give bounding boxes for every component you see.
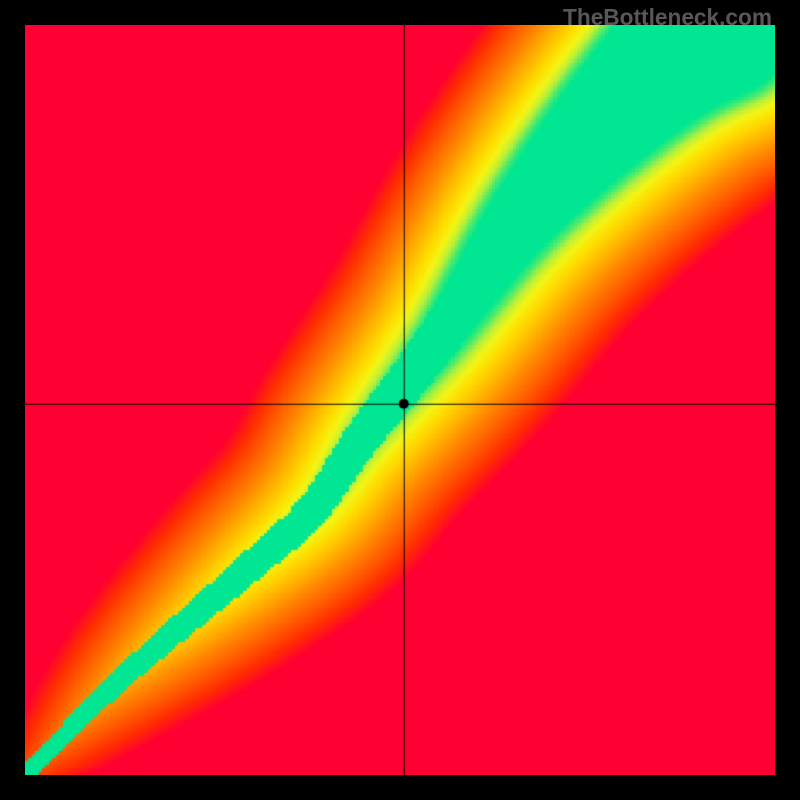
image-frame: TheBottleneck.com bbox=[0, 0, 800, 800]
crosshair-overlay bbox=[25, 25, 775, 775]
watermark-text: TheBottleneck.com bbox=[563, 4, 772, 31]
